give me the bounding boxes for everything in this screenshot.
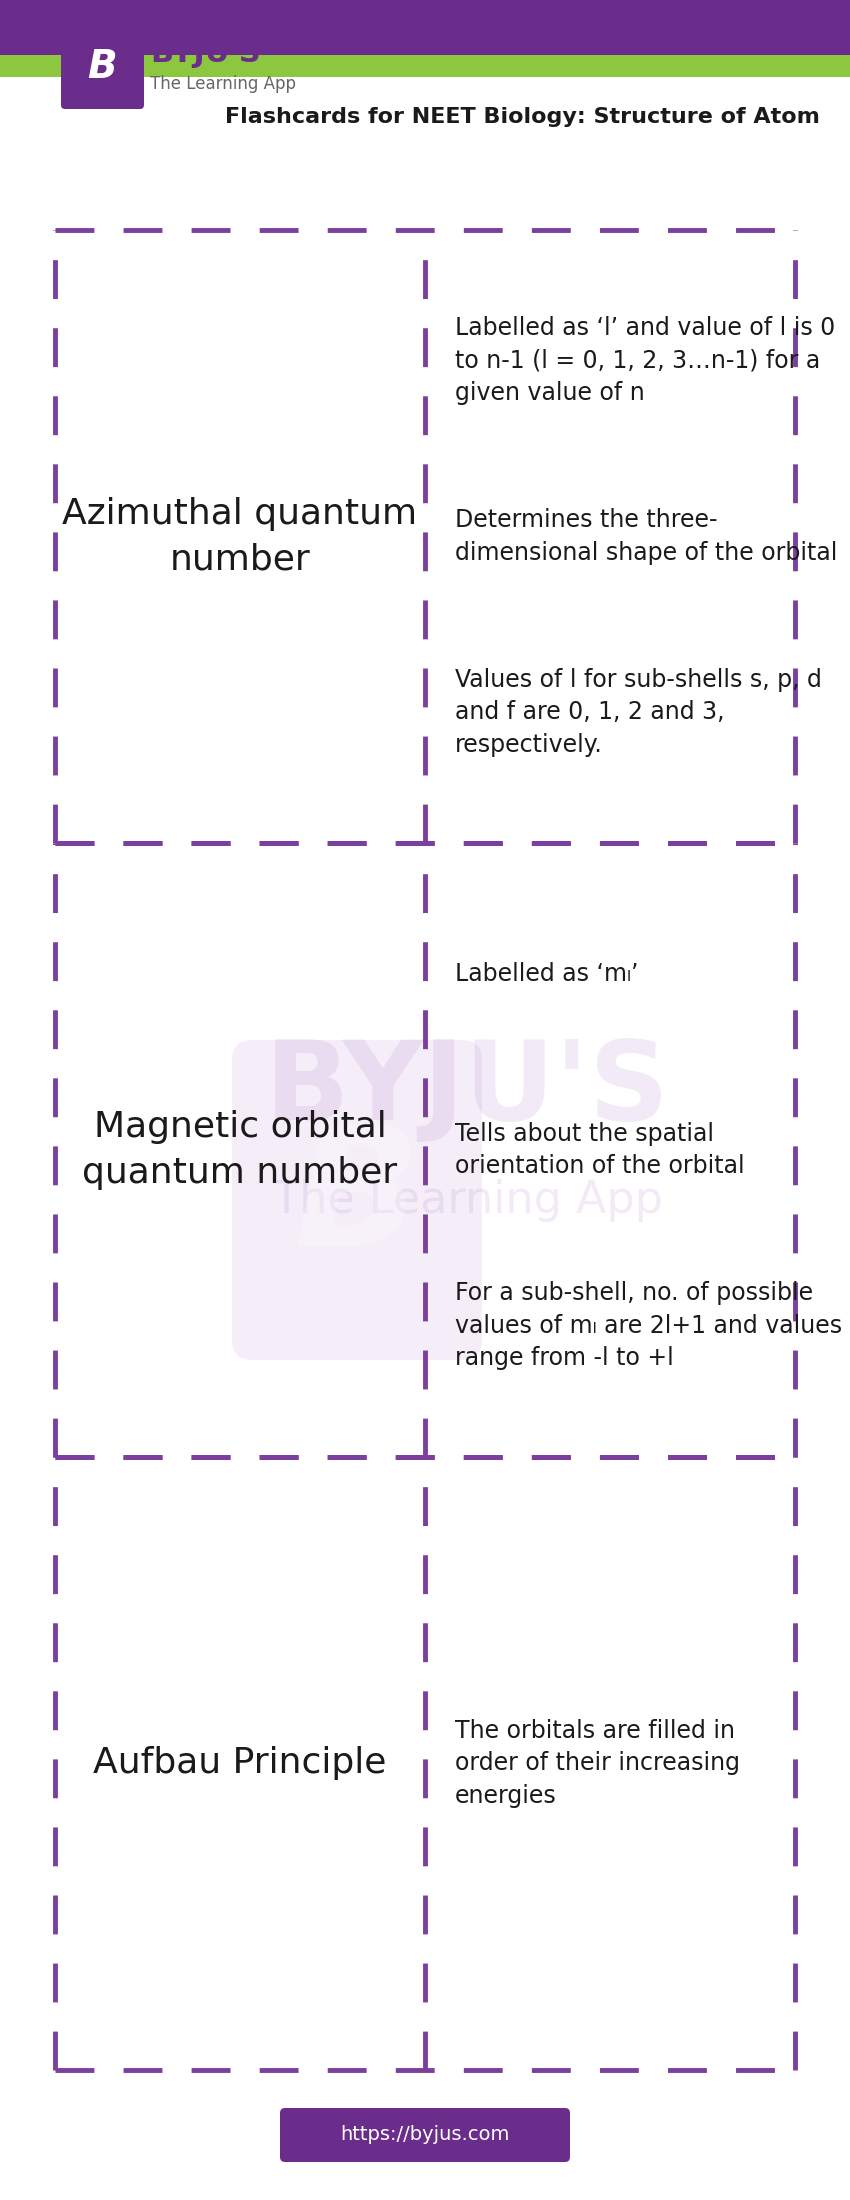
Text: Azimuthal quantum
number: Azimuthal quantum number: [62, 497, 417, 576]
Text: BYJU'S: BYJU'S: [150, 40, 261, 68]
Text: Tells about the spatial
orientation of the orbital: Tells about the spatial orientation of t…: [455, 1122, 745, 1179]
Bar: [0, 55, 850, 77]
Text: Labelled as ‘l’ and value of l is 0
to n-1 (l = 0, 1, 2, 3…n-1) for a
given valu: Labelled as ‘l’ and value of l is 0 to n…: [455, 317, 836, 405]
Text: Magnetic orbital
quantum number: Magnetic orbital quantum number: [82, 1111, 398, 1190]
Text: Determines the three-
dimensional shape of the orbital: Determines the three- dimensional shape …: [455, 508, 837, 565]
Bar: [0, 0, 850, 55]
FancyBboxPatch shape: [280, 2108, 570, 2163]
Text: The Learning App: The Learning App: [272, 1179, 663, 1221]
Text: B: B: [293, 1118, 421, 1280]
Text: Values of l for sub-shells s, p, d
and f are 0, 1, 2 and 3,
respectively.: Values of l for sub-shells s, p, d and f…: [455, 669, 822, 757]
FancyBboxPatch shape: [61, 26, 144, 110]
Text: The Learning App: The Learning App: [150, 75, 296, 92]
Text: For a sub-shell, no. of possible
values of mₗ are 2l+1 and values
range from -l : For a sub-shell, no. of possible values …: [455, 1280, 842, 1371]
FancyBboxPatch shape: [232, 1041, 482, 1360]
Text: B: B: [88, 48, 117, 86]
Text: Labelled as ‘mₗ’: Labelled as ‘mₗ’: [455, 961, 638, 986]
Text: Flashcards for NEET Biology: Structure of Atom: Flashcards for NEET Biology: Structure o…: [225, 108, 820, 128]
Text: BYJU'S: BYJU'S: [265, 1036, 670, 1144]
Text: https://byjus.com: https://byjus.com: [340, 2125, 510, 2145]
Text: The orbitals are filled in
order of their increasing
energies: The orbitals are filled in order of thei…: [455, 1718, 740, 1808]
Text: Aufbau Principle: Aufbau Principle: [94, 1747, 387, 1780]
